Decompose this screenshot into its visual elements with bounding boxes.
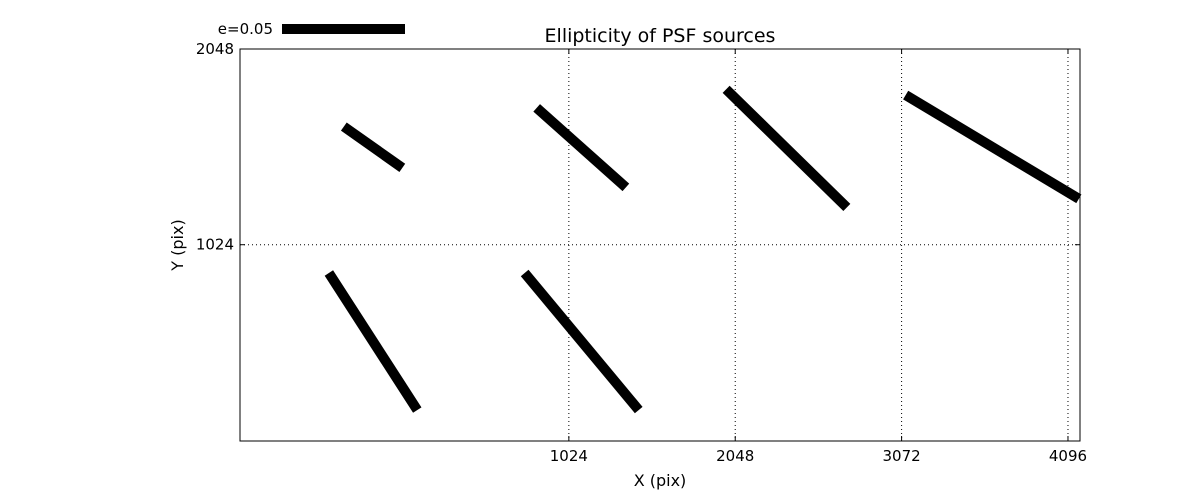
ellipticity-segments [324,85,1082,414]
ellipticity-segment [533,104,630,192]
ellipticity-segment [903,90,1082,204]
legend-label: e=0.05 [218,20,273,38]
y-axis-label: Y (pix) [168,219,187,271]
y-tick-label: 2048 [196,40,234,58]
ellipticity-segment [722,85,851,212]
x-tick-label: 3072 [883,447,921,465]
y-tick-label: 1024 [196,236,234,254]
axis-ticks: 1024 2048 3072 4096 1024 2048 [196,40,1087,465]
chart-title: Ellipticity of PSF sources [545,25,776,47]
ellipticity-segment [520,269,643,414]
x-tick-label: 4096 [1049,447,1087,465]
ellipticity-segment [324,270,422,413]
x-tick-label: 1024 [550,447,588,465]
grid-lines [240,48,1080,441]
x-tick-label: 2048 [716,447,754,465]
ellipticity-segment [340,122,406,172]
x-axis-label: X (pix) [634,471,687,490]
legend: e=0.05 [218,20,405,38]
